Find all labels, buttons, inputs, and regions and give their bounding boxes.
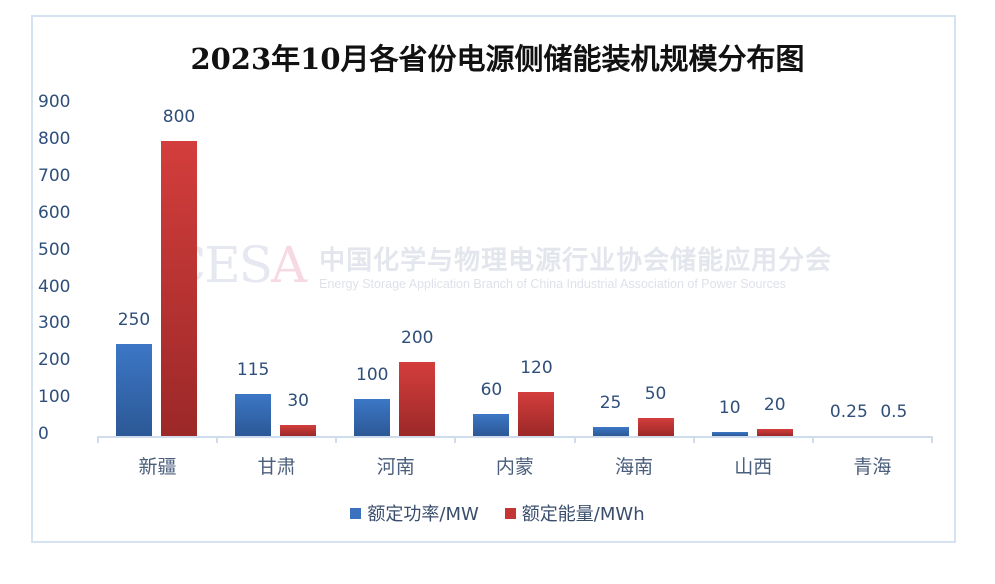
chart-title: 2023年10月各省份电源侧储能装机规模分布图 xyxy=(190,42,805,76)
x-category-label: 青海 xyxy=(853,456,892,478)
data-label: 50 xyxy=(644,383,667,404)
x-axis-line xyxy=(98,436,932,438)
data-label: 20 xyxy=(763,394,786,415)
data-label: 25 xyxy=(599,392,622,413)
x-tick xyxy=(335,436,338,443)
data-label: 115 xyxy=(236,359,270,380)
x-tick xyxy=(811,436,814,443)
y-tick-label: 200 xyxy=(38,350,71,371)
data-label: 60 xyxy=(480,379,503,400)
y-tick-label: 100 xyxy=(38,387,71,408)
x-category-label: 甘肃 xyxy=(257,456,296,478)
data-label: 30 xyxy=(287,390,309,411)
bar-power xyxy=(473,413,510,436)
bar-power xyxy=(235,393,272,436)
bar-energy xyxy=(518,391,555,436)
x-tick xyxy=(692,436,695,443)
legend-swatch-red xyxy=(504,507,516,519)
x-tick xyxy=(573,436,576,443)
data-label: 0.5 xyxy=(880,401,908,422)
y-tick-label: 600 xyxy=(38,202,71,223)
data-label: 800 xyxy=(162,107,196,127)
x-tick xyxy=(454,436,457,443)
bar-energy xyxy=(756,428,793,436)
bar-energy xyxy=(637,417,674,436)
bar-energy xyxy=(161,141,197,436)
data-label: 10 xyxy=(718,398,741,419)
y-tick-label: 500 xyxy=(38,239,71,260)
legend: 额定功率/MW 额定能量/MWh xyxy=(0,500,995,526)
y-tick-label: 300 xyxy=(38,313,71,334)
x-tick xyxy=(216,436,219,443)
bar-power xyxy=(711,432,748,436)
y-tick-label: 0 xyxy=(38,424,49,444)
y-tick-label: 400 xyxy=(38,276,71,297)
bar-power xyxy=(116,343,152,436)
x-category-label: 山西 xyxy=(734,456,773,478)
x-category-label: 内蒙 xyxy=(495,456,534,478)
data-label: 120 xyxy=(520,357,553,378)
data-label: 100 xyxy=(356,365,389,386)
y-tick-label: 700 xyxy=(38,165,71,186)
x-category-label: 河南 xyxy=(376,456,415,478)
legend-swatch-blue xyxy=(350,507,362,519)
x-tick xyxy=(97,436,99,443)
legend-item-power: 额定功率/MW xyxy=(350,500,479,526)
bar-power xyxy=(354,399,391,436)
data-label: 200 xyxy=(401,328,434,349)
y-tick-label: 800 xyxy=(38,129,71,149)
bar-energy xyxy=(280,424,317,436)
x-category-label: 新疆 xyxy=(138,456,177,478)
x-category-label: 海南 xyxy=(615,456,654,478)
y-tick-label: 900 xyxy=(38,92,71,113)
data-label: 0.25 xyxy=(829,401,868,422)
data-label: 250 xyxy=(117,309,151,330)
bar-energy xyxy=(399,362,436,436)
legend-item-energy: 额定能量/MWh xyxy=(504,500,645,526)
bar-power xyxy=(592,426,629,436)
x-tick xyxy=(931,436,933,443)
